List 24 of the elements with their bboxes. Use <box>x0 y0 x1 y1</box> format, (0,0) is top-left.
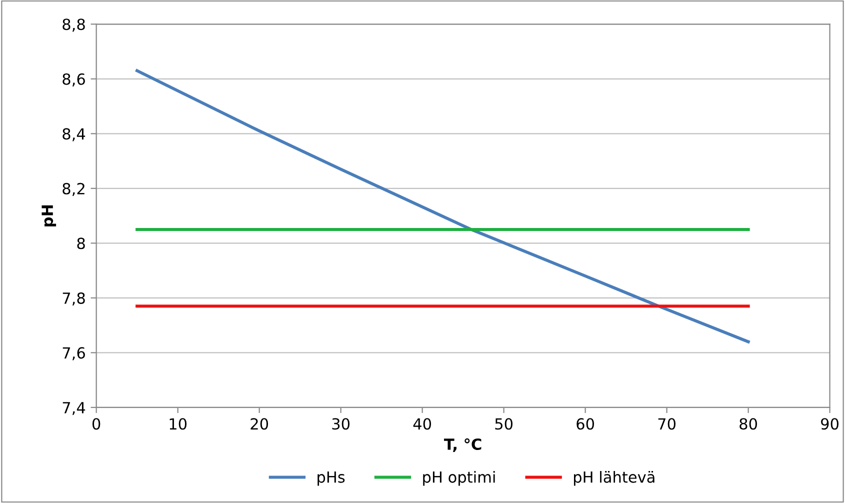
x-tick-label: 50 <box>495 418 513 430</box>
x-tick-label: 80 <box>740 418 757 430</box>
x-tick-label: 70 <box>658 418 676 430</box>
x-tick-label: 40 <box>413 418 432 430</box>
x-tick-label: 30 <box>332 418 350 430</box>
y-tick-label: 7,8 <box>62 292 85 306</box>
legend-label: pHs <box>318 471 345 486</box>
legend-label: pH lähtevä <box>574 471 654 486</box>
x-axis-title: T, °C <box>444 438 482 452</box>
y-tick-label: 8,2 <box>62 182 84 196</box>
y-tick-label: 8,6 <box>62 73 85 86</box>
legend-label: pH optimi <box>423 471 495 486</box>
y-tick-label: 7,4 <box>62 402 86 416</box>
y-tick-label: 7,6 <box>62 347 85 360</box>
y-tick-label: 8,8 <box>62 18 85 32</box>
x-tick-label: 0 <box>92 418 100 430</box>
x-tick-label: 60 <box>576 418 594 430</box>
line-series <box>136 69 750 344</box>
x-tick-label: 10 <box>170 418 187 430</box>
x-tick-label: 20 <box>250 418 268 430</box>
y-tick-label: 8,4 <box>62 128 86 142</box>
x-tick-label: 90 <box>821 418 838 430</box>
y-axis-title: pH <box>42 205 56 226</box>
y-tick-label: 8 <box>77 238 85 250</box>
